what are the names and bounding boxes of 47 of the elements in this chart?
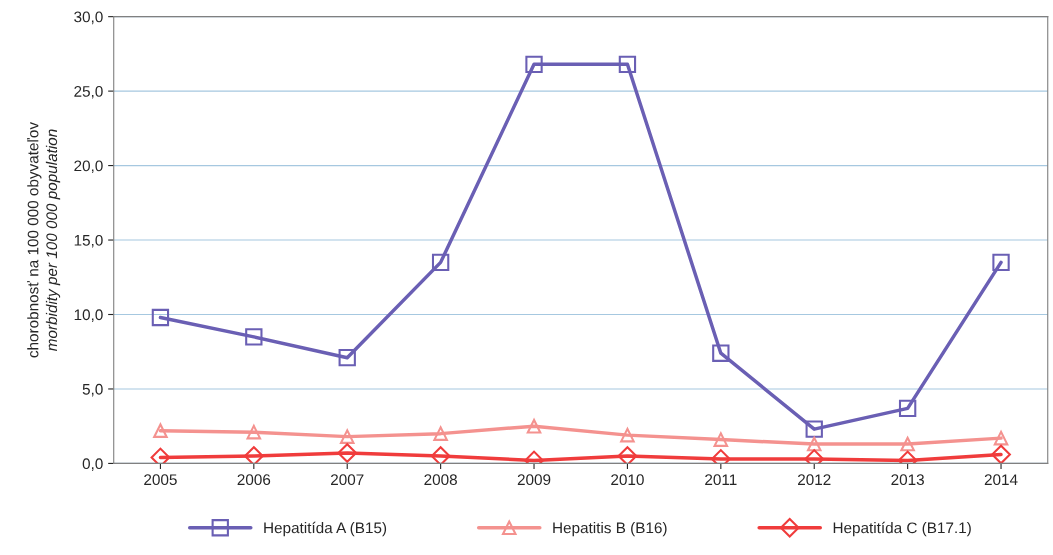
y-tick-label: 5,0 (82, 383, 103, 397)
point (900, 436, 915, 452)
point (991, 444, 1011, 464)
point (153, 423, 168, 438)
y-axis-title: chorobnosť na 100 000 obyvateľov morbidity per 100 000 population (27, 122, 61, 358)
y-tick-label: 25,0 (74, 85, 103, 99)
point (526, 418, 542, 434)
x-tick-label: 2009 (517, 474, 551, 486)
x-tick-label: 2007 (331, 474, 364, 486)
point (898, 399, 917, 417)
point (151, 308, 170, 327)
point (620, 427, 635, 443)
y-tick-label: 20,0 (74, 160, 103, 174)
x-tick-label: 2011 (705, 474, 737, 486)
point (618, 55, 637, 73)
legend-label: Hepatitída A (B15) (264, 521, 387, 537)
point (617, 446, 638, 464)
y-tick-label: 10,0 (74, 309, 103, 322)
x-tick-label: 2005 (144, 474, 177, 486)
x-tick-label: 2013 (891, 474, 924, 486)
point (712, 344, 730, 362)
point (337, 443, 358, 463)
x-tick-label: 2014 (984, 474, 1018, 486)
y-tick-label: 30,0 (74, 11, 103, 25)
point (993, 430, 1009, 446)
x-tick-label: 2008 (424, 474, 457, 486)
point (339, 429, 355, 444)
point (243, 446, 264, 464)
x-tick-label: 2012 (798, 474, 831, 486)
point (525, 55, 543, 73)
point (246, 424, 262, 440)
point (338, 349, 356, 367)
y-tick-label: 15,0 (74, 234, 103, 248)
y-tick-label: 0,0 (82, 458, 103, 471)
point (431, 253, 450, 272)
x-tick-label: 2010 (611, 474, 644, 486)
legend-label: Hepatitis B (B16) (553, 522, 667, 537)
point (430, 446, 451, 464)
point (150, 447, 171, 464)
x-tick-label: 2006 (237, 474, 271, 486)
point (806, 436, 822, 452)
legend-label: Hepatitída C (B17.1) (833, 521, 971, 537)
point (713, 432, 729, 447)
point (992, 253, 1010, 272)
point (433, 426, 448, 441)
point (805, 420, 823, 438)
point (245, 328, 263, 346)
